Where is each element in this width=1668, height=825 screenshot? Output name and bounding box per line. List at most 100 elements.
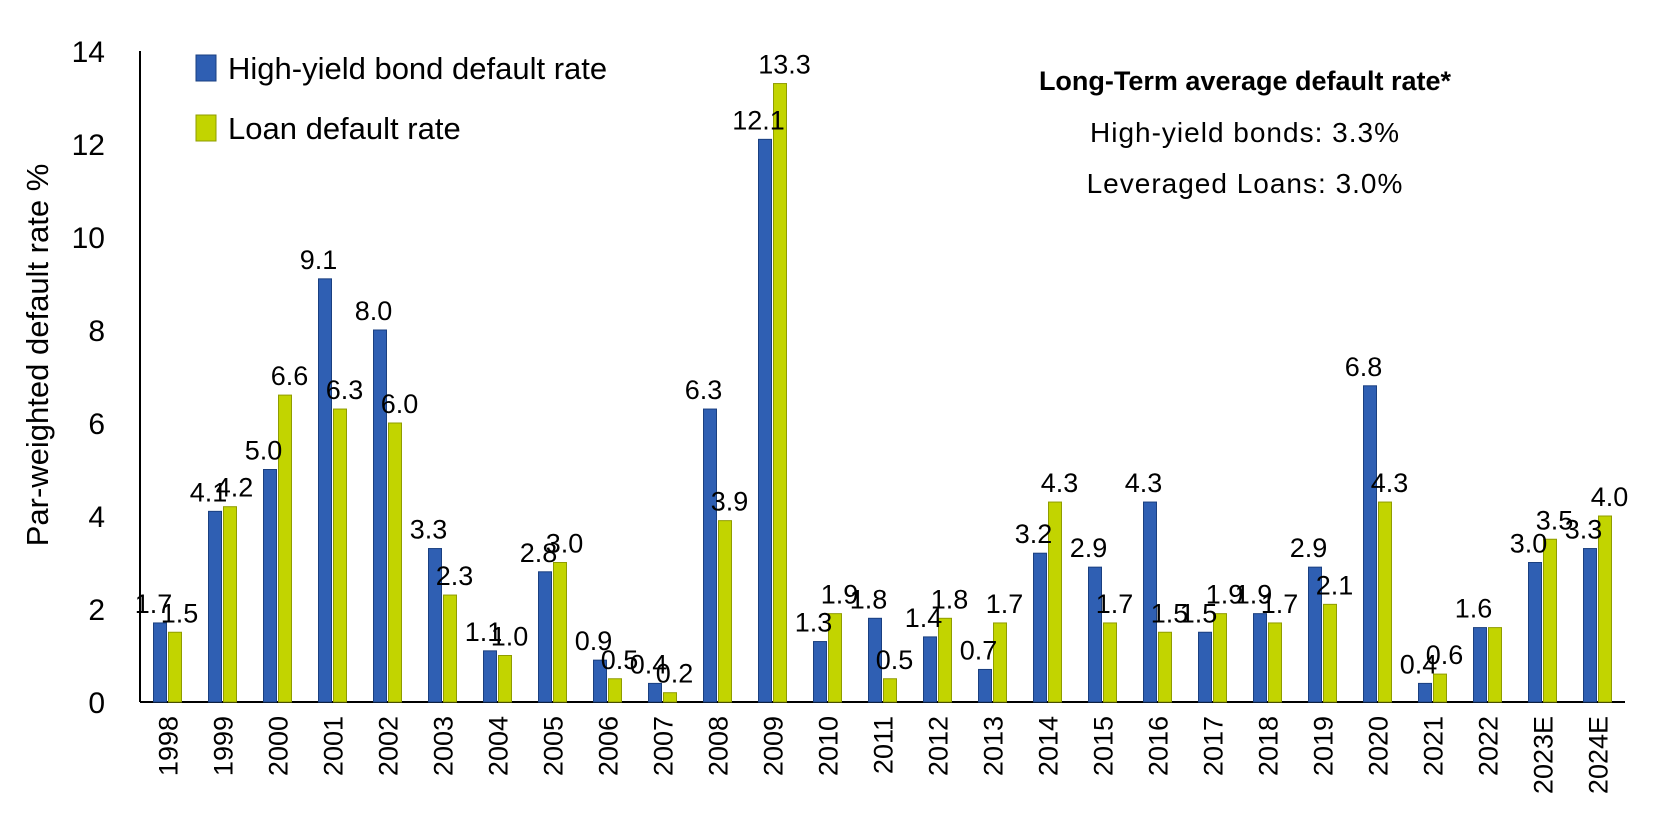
legend-label-hy: High-yield bond default rate (228, 51, 607, 86)
data-label-high-yield: 0.9 (575, 626, 613, 656)
x-tick-label: 2000 (264, 716, 294, 776)
data-labels: 1.7 4.1 5.0 9.1 8.0 3.3 1.1 2.8 0.9 0.4 6.3 12.1 1.3… (135, 50, 1629, 689)
data-label-high-yield: 4.1 (190, 477, 228, 507)
legend-label-loan: Loan default rate (228, 111, 461, 146)
x-tick-label: 2017 (1199, 716, 1229, 776)
bar-high-yield (1363, 385, 1377, 703)
bar-loan (1268, 622, 1282, 703)
data-label-loan: 13.3 (758, 50, 811, 80)
x-tick-label: 2022 (1474, 716, 1504, 776)
x-tick-label: 2004 (484, 716, 514, 776)
bar-high-yield (483, 650, 497, 703)
data-label-loan: 3.9 (711, 487, 749, 517)
bar-high-yield (1253, 613, 1267, 703)
data-label-high-yield: 3.3 (1565, 515, 1603, 545)
data-label-high-yield: 6.8 (1345, 352, 1383, 382)
data-label-loan: 1.7 (1261, 589, 1299, 619)
bar-high-yield (1088, 566, 1102, 703)
x-tick-label: 1999 (209, 716, 239, 776)
bar-high-yield (1418, 682, 1432, 703)
bar-loan (608, 678, 622, 703)
x-tick-label: 2019 (1309, 716, 1339, 776)
y-tick-label: 0 (88, 687, 105, 720)
x-tick-label: 2010 (814, 716, 844, 776)
x-tick-label: 2011 (869, 716, 899, 774)
y-axis-label: Par-weighted default rate % (20, 164, 55, 547)
data-label-high-yield: 1.5 (1180, 598, 1218, 628)
x-axis: 1998 1999 2000 2001 2002 2003 2004 2005 2006 2007… (140, 701, 1625, 794)
data-label-loan: 4.3 (1371, 468, 1409, 498)
data-label-loan: 6.6 (271, 361, 309, 391)
x-tick-label: 2014 (1034, 716, 1064, 776)
data-label-loan: 2.3 (436, 561, 474, 591)
bar-loan (1213, 613, 1227, 703)
x-tick-label: 2016 (1144, 716, 1174, 776)
y-tick-label: 4 (88, 501, 105, 534)
data-label-high-yield: 1.6 (1455, 594, 1493, 624)
bar-loan (1488, 627, 1502, 703)
bar-high-yield (1198, 631, 1212, 703)
x-tick-label: 2005 (539, 716, 569, 776)
bar-high-yield (868, 617, 882, 703)
bar-high-yield (1528, 562, 1542, 703)
bar-high-yield (593, 659, 607, 703)
bar-high-yield (428, 548, 442, 703)
bar-loan (1378, 501, 1392, 703)
data-label-loan: 1.9 (821, 580, 859, 610)
bar-loan (388, 422, 402, 703)
legend-swatch-hy (195, 54, 217, 82)
data-label-high-yield: 2.9 (1070, 533, 1108, 563)
bars (153, 83, 1612, 703)
bar-loan (553, 562, 567, 703)
bar-loan (828, 613, 842, 703)
bar-high-yield (373, 329, 387, 703)
x-tick-label: 2023E (1529, 716, 1559, 794)
data-label-high-yield: 2.8 (520, 538, 558, 568)
data-label-high-yield: 1.8 (850, 584, 888, 614)
bar-high-yield (703, 408, 717, 703)
data-label-loan: 1.5 (161, 598, 199, 628)
data-label-high-yield: 0.4 (630, 649, 668, 679)
data-label-loan: 0.2 (656, 659, 694, 689)
y-tick-label: 8 (88, 315, 105, 348)
x-tick-label: 2003 (429, 716, 459, 776)
bar-high-yield (758, 138, 772, 703)
bar-high-yield (1143, 501, 1157, 703)
bar-loan (938, 617, 952, 703)
data-label-loan: 0.6 (1426, 640, 1464, 670)
bar-loan (498, 655, 512, 703)
average-note: Long-Term average default rate* High-yie… (1039, 66, 1452, 199)
data-label-loan: 0.5 (601, 645, 639, 675)
data-label-loan: 3.5 (1536, 505, 1574, 535)
data-label-loan: 1.9 (1206, 580, 1244, 610)
bar-high-yield (153, 622, 167, 703)
bar-high-yield (538, 571, 552, 703)
data-label-loan: 4.3 (1041, 468, 1079, 498)
x-tick-label: 2024E (1584, 716, 1614, 794)
x-tick-label: 2020 (1364, 716, 1394, 776)
data-label-high-yield: 5.0 (245, 436, 283, 466)
data-label-loan: 4.2 (216, 473, 254, 503)
bar-loan (1598, 515, 1612, 703)
legend-swatch-loan (195, 114, 217, 142)
x-tick-label: 2018 (1254, 716, 1284, 776)
data-label-high-yield: 4.3 (1125, 468, 1163, 498)
y-axis: 0 2 4 6 8 10 12 14 (72, 36, 141, 720)
x-tick-label: 2012 (924, 716, 954, 776)
data-label-high-yield: 3.0 (1510, 529, 1548, 559)
data-label-high-yield: 8.0 (355, 296, 393, 326)
average-note-hy: High-yield bonds: 3.3% (1090, 117, 1400, 148)
data-label-loan: 4.0 (1591, 482, 1629, 512)
data-label-loan: 1.5 (1151, 598, 1189, 628)
bar-high-yield (648, 682, 662, 703)
y-tick-label: 12 (72, 129, 105, 162)
y-tick-label: 14 (72, 36, 105, 69)
bar-loan (1158, 631, 1172, 703)
data-label-high-yield: 1.3 (795, 608, 833, 638)
x-tick-label: 2021 (1419, 716, 1449, 776)
bar-loan (1103, 622, 1117, 703)
x-tick-label: 2008 (704, 716, 734, 776)
data-label-high-yield: 3.2 (1015, 519, 1053, 549)
data-label-high-yield: 9.1 (300, 245, 338, 275)
